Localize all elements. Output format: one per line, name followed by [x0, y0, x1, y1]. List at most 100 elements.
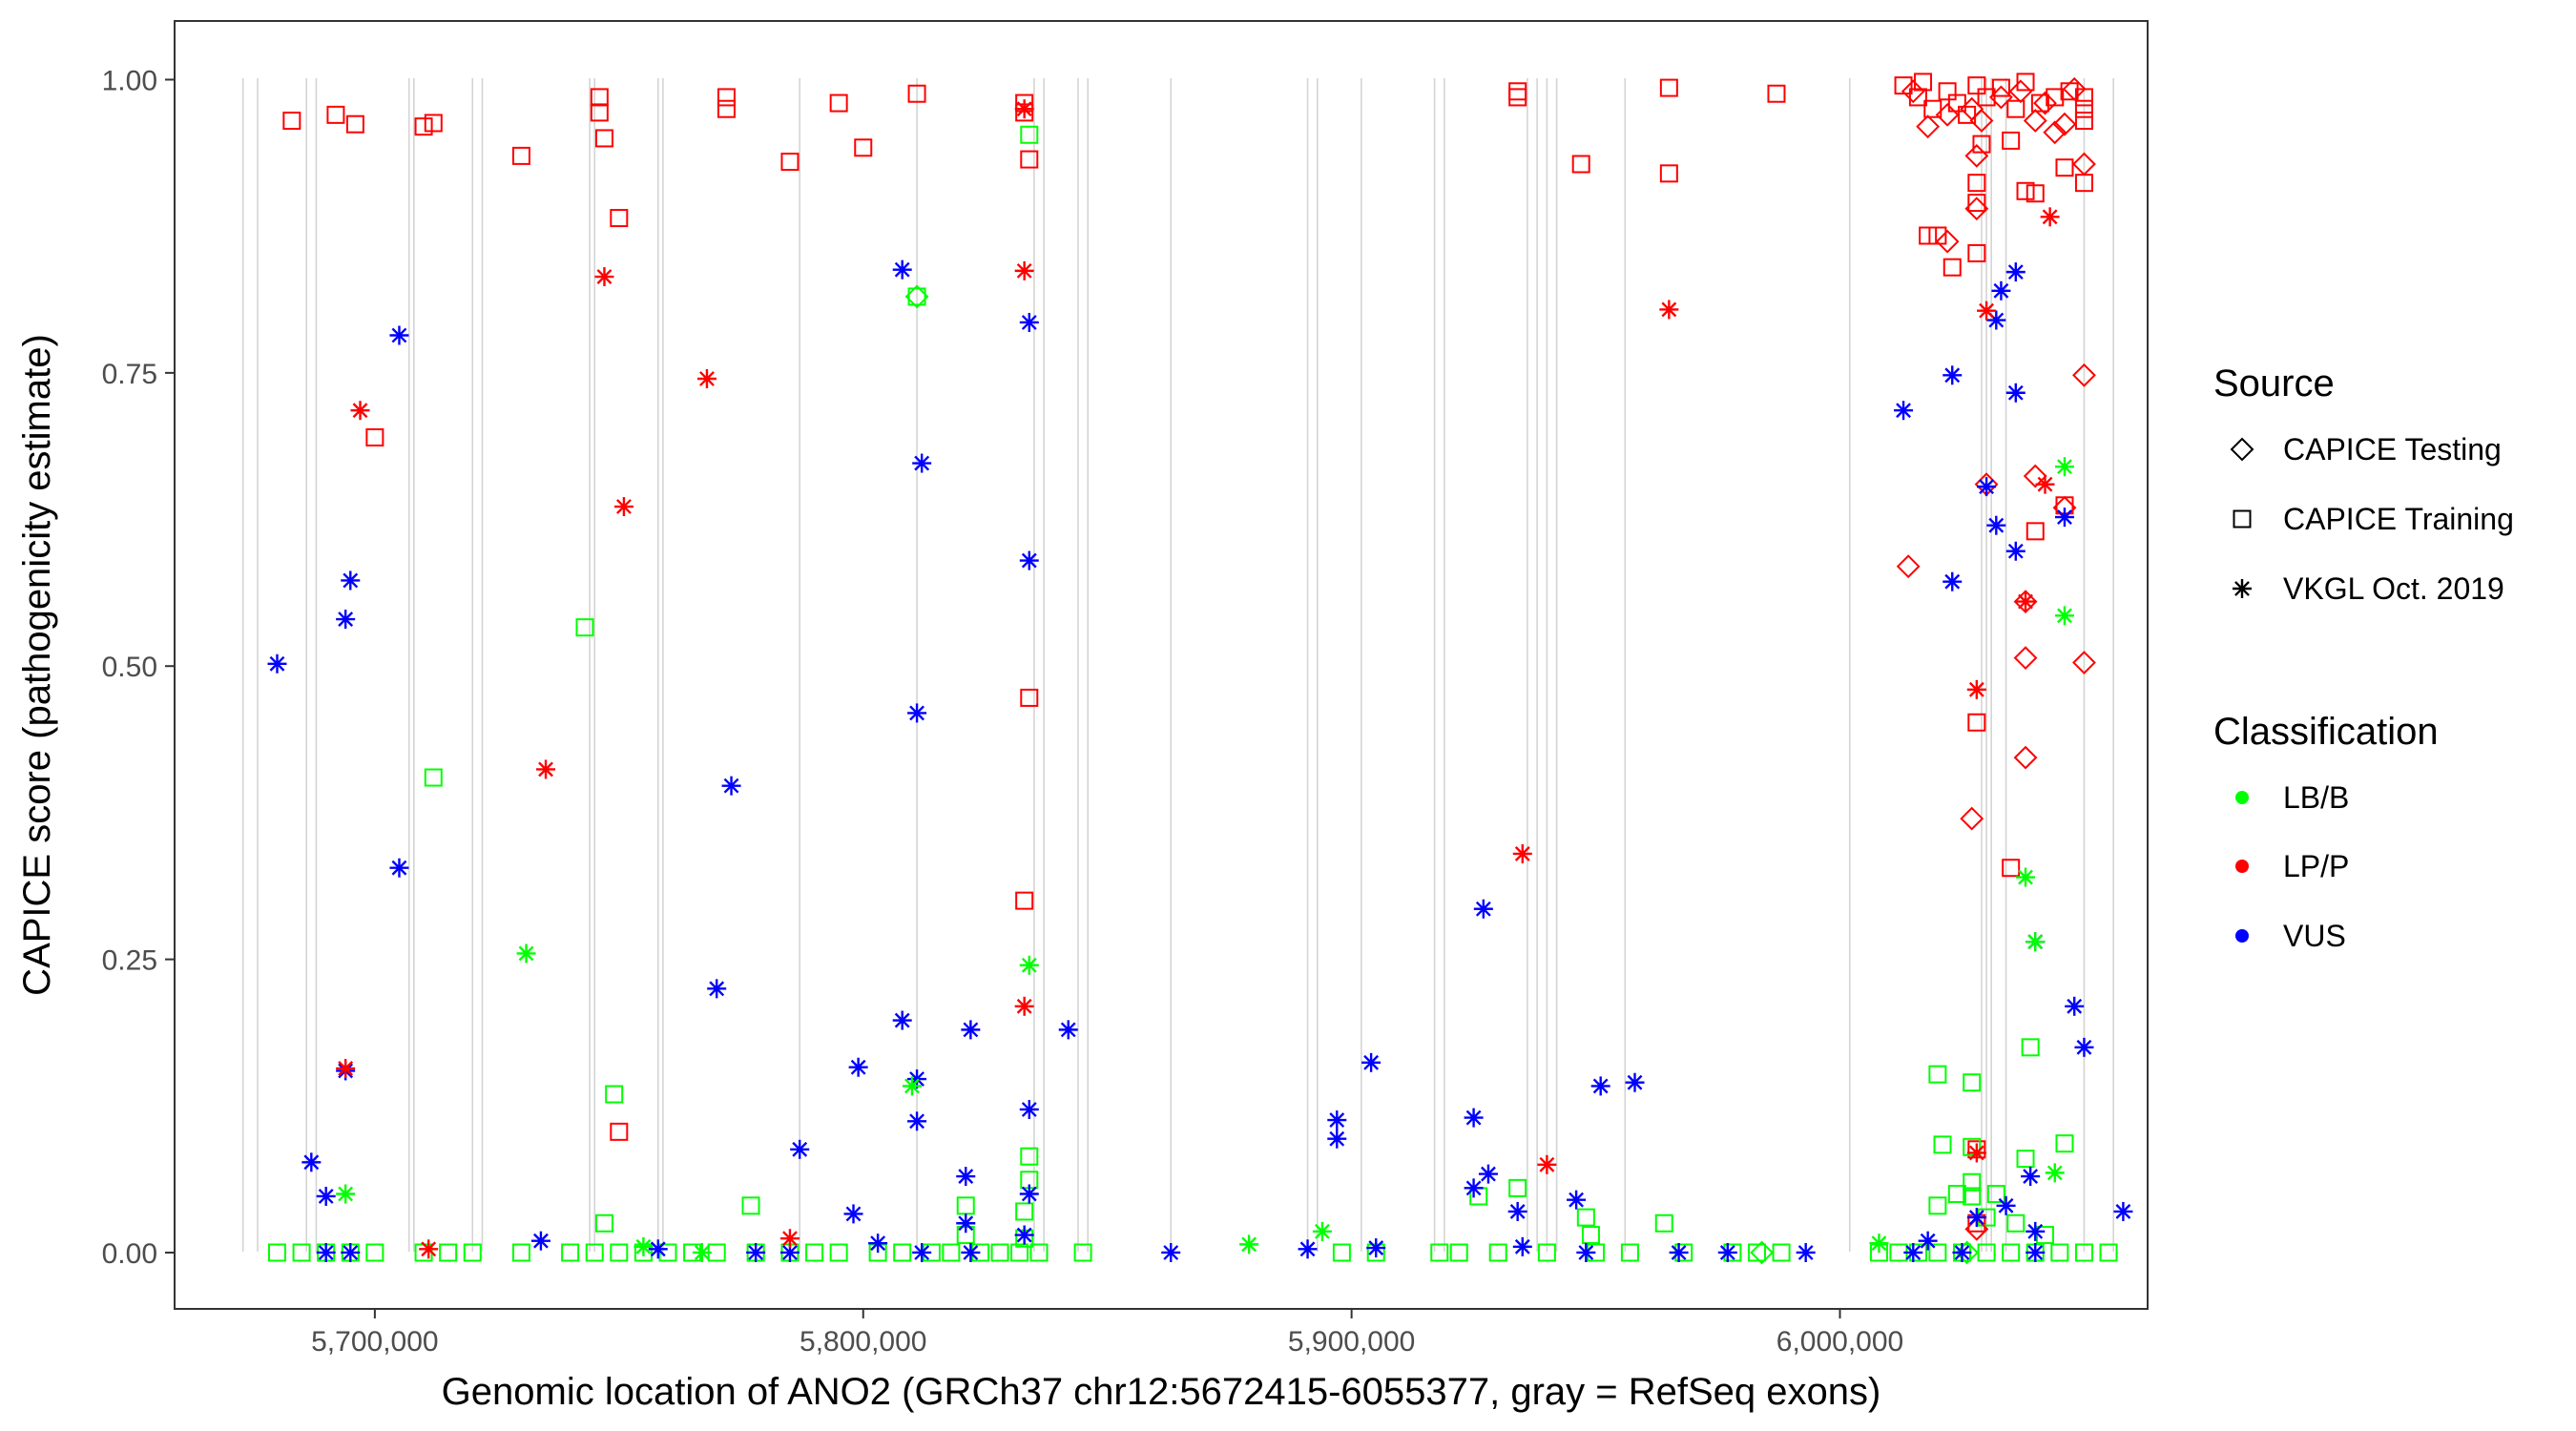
data-point — [530, 1231, 551, 1251]
data-point — [1869, 1234, 1889, 1254]
data-point — [854, 138, 873, 157]
data-point — [1989, 85, 2013, 110]
data-point — [1620, 1243, 1639, 1262]
data-point — [1903, 1242, 1923, 1262]
data-point — [892, 259, 912, 280]
data-point — [893, 1243, 912, 1262]
legend-symbol — [2230, 437, 2254, 462]
data-point — [2074, 1037, 2094, 1057]
data-point — [2054, 508, 2074, 528]
data-point — [779, 1242, 800, 1262]
data-point — [956, 1213, 976, 1234]
data-point — [1239, 1234, 1259, 1255]
data-point — [2002, 859, 2021, 878]
data-point — [326, 105, 345, 124]
data-point — [2043, 120, 2067, 145]
data-point — [1928, 226, 1947, 245]
data-point — [1659, 300, 1679, 320]
data-point — [717, 88, 736, 107]
data-point — [1010, 1243, 1029, 1262]
data-point — [2072, 363, 2096, 387]
data-point — [1894, 401, 1914, 421]
data-point — [1986, 1185, 2005, 1204]
x-axis: 5,700,000 5,800,000 5,900,000 6,000,000 — [311, 1309, 1903, 1358]
data-point — [292, 1243, 311, 1262]
data-point — [1590, 1076, 1610, 1096]
data-point — [1933, 1135, 1952, 1154]
data-point — [1966, 679, 1986, 699]
data-point — [2062, 76, 2087, 101]
data-point — [1919, 226, 1938, 245]
data-point — [2013, 590, 2038, 614]
data-point — [904, 284, 929, 309]
y-axis: 0.00 0.25 0.50 0.75 1.00 — [102, 65, 175, 1270]
data-point — [594, 267, 614, 287]
x-tick-label: 6,000,000 — [1776, 1326, 1903, 1358]
data-point — [1928, 1065, 1947, 1084]
data-point — [2036, 1226, 2055, 1245]
data-point — [961, 1242, 981, 1262]
data-point — [316, 1242, 336, 1262]
data-point — [829, 1243, 848, 1262]
data-point — [2025, 522, 2045, 541]
data-point — [1908, 88, 1927, 107]
data-point — [2021, 1038, 2040, 1057]
legend-item-vkgl: VKGL Oct. 2019 — [2233, 571, 2504, 606]
data-point — [1327, 1129, 1347, 1149]
data-point — [1923, 99, 1942, 118]
data-point — [2023, 464, 2047, 488]
data-point — [634, 1236, 654, 1256]
data-point — [2008, 79, 2033, 104]
data-point — [2016, 867, 2036, 887]
data-point — [2025, 932, 2046, 952]
data-point — [424, 114, 443, 133]
data-point — [2016, 73, 2035, 92]
data-point — [585, 1243, 604, 1262]
data-point — [1963, 1073, 1982, 1092]
data-point — [1312, 1221, 1332, 1241]
data-point — [511, 146, 530, 165]
legend-source-title: Source — [2213, 363, 2335, 404]
data-point — [2074, 112, 2093, 131]
data-point — [1161, 1242, 1181, 1262]
data-point — [2030, 93, 2049, 113]
data-point — [594, 129, 613, 148]
data-point — [610, 1243, 629, 1262]
data-point — [267, 1243, 286, 1262]
data-point — [2052, 112, 2077, 136]
data-point — [1928, 1243, 1947, 1262]
data-point — [1449, 1243, 1468, 1262]
data-point — [1964, 1216, 1989, 1241]
data-point — [419, 1239, 439, 1259]
data-point — [590, 103, 609, 122]
data-point — [561, 1243, 580, 1262]
data-point — [1654, 1213, 1673, 1233]
data-point — [2055, 158, 2074, 177]
x-axis-title: Genomic location of ANO2 (GRCh37 chr12:5… — [442, 1371, 1881, 1413]
data-point — [345, 114, 364, 134]
data-point — [267, 653, 287, 674]
data-point — [2016, 181, 2035, 200]
data-point — [1014, 99, 1034, 119]
data-point — [696, 369, 717, 388]
data-point — [2045, 1163, 2065, 1183]
legend-dot-lpp — [2235, 860, 2249, 873]
data-point — [610, 209, 629, 228]
y-tick-label: 0.75 — [102, 359, 157, 390]
data-point — [1750, 1240, 1775, 1265]
data-point — [2005, 541, 2025, 561]
data-point — [1947, 1185, 1966, 1204]
data-point — [2005, 262, 2025, 282]
data-point — [790, 1139, 810, 1159]
data-point — [365, 427, 384, 446]
data-point — [1020, 150, 1039, 169]
data-point — [1014, 1225, 1034, 1245]
data-point — [1581, 1226, 1600, 1245]
data-point — [594, 1213, 613, 1233]
legend-dot-lbb — [2235, 791, 2249, 804]
data-point — [610, 1122, 629, 1141]
data-point — [2050, 1243, 2069, 1262]
data-point — [1058, 1020, 1078, 1040]
data-point — [1567, 1190, 1587, 1210]
data-point — [648, 1239, 668, 1259]
